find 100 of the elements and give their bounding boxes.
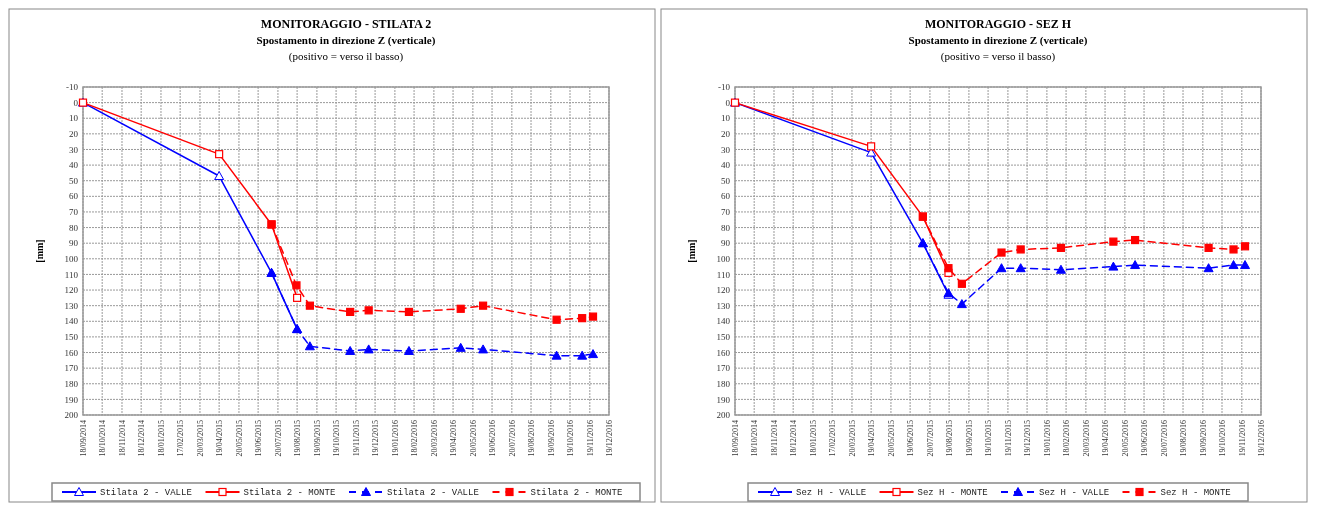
y-tick-label: 150 (64, 332, 79, 343)
x-tick-label: 20/07/2016 (507, 420, 517, 457)
y-tick-label: -10 (718, 82, 731, 93)
legend-label: Stilata 2 - VALLE (387, 488, 479, 499)
x-tick-label: 19/01/2016 (1042, 420, 1052, 457)
chart-title: MONITORAGGIO - SEZ H (924, 17, 1072, 31)
x-tick-label: 19/09/2016 (546, 420, 556, 457)
y-tick-label: 150 (716, 332, 731, 343)
y-tick-label: 200 (64, 410, 79, 421)
x-tick-label: 19/12/2016 (604, 420, 614, 457)
x-tick-label: 18/01/2015 (156, 420, 166, 457)
chart-subtitle: Spostamento in direzione Z (verticale) (256, 34, 436, 47)
x-tick-label: 19/11/2016 (585, 420, 595, 457)
x-tick-label: 18/09/2014 (78, 420, 88, 457)
x-tick-label: 19/08/2015 (292, 420, 302, 457)
text: (positivo = verso il basso) (288, 50, 404, 63)
y-tick-label: -10 (66, 82, 79, 93)
y-tick-label: 120 (64, 285, 79, 296)
x-tick-label: 19/11/2016 (1237, 420, 1247, 457)
x-tick-label: 18/02/2016 (1061, 420, 1071, 457)
y-tick-label: 40 (69, 160, 79, 171)
y-tick-label: 50 (721, 175, 731, 186)
x-tick-label: 18/01/2015 (808, 420, 818, 457)
y-tick-label: 110 (716, 269, 731, 280)
x-tick-label: 19/01/2016 (390, 420, 400, 457)
y-tick-label: 170 (64, 363, 79, 374)
x-tick-label: 19/09/2016 (1198, 420, 1208, 457)
y-tick-label: 10 (721, 113, 731, 124)
legend-label: Stilata 2 - VALLE (100, 488, 192, 499)
y-tick-label: 30 (69, 144, 79, 155)
x-tick-label: 18/11/2014 (769, 420, 779, 457)
x-tick-label: 18/02/2016 (409, 420, 419, 457)
x-tick-label: 19/10/2016 (1217, 420, 1227, 457)
y-tick-label: 70 (721, 207, 731, 218)
y-tick-label: 180 (716, 378, 731, 389)
legend-label: Sez H - VALLE (1039, 488, 1110, 499)
y-axis-title: [mm] (686, 239, 697, 263)
y-tick-label: 110 (64, 269, 79, 280)
y-tick-label: 140 (716, 316, 731, 327)
y-tick-label: 130 (716, 300, 731, 311)
y-tick-label: 90 (69, 238, 79, 249)
text: (positivo = verso il basso) (940, 50, 1056, 63)
legend-label: Sez H - VALLE (796, 488, 867, 499)
legend-label: Sez H - MONTE (917, 488, 988, 499)
x-tick-label: 19/08/2016 (1178, 420, 1188, 457)
legend-label: Stilata 2 - MONTE (243, 488, 336, 499)
y-tick-label: 130 (64, 300, 79, 311)
chart-subtitle: Spostamento in direzione Z (verticale) (908, 34, 1088, 47)
y-tick-label: 20 (69, 129, 79, 140)
x-tick-label: 19/06/2016 (1139, 420, 1149, 457)
y-tick-label: 0 (73, 97, 79, 108)
y-axis-title: [mm] (34, 239, 45, 263)
y-tick-label: 70 (69, 207, 79, 218)
y-tick-label: 100 (64, 253, 79, 264)
x-tick-label: 20/03/2016 (429, 420, 439, 457)
x-tick-label: 19/10/2015 (331, 420, 341, 457)
x-tick-label: 19/09/2015 (964, 420, 974, 457)
y-tick-label: 80 (69, 222, 79, 233)
x-tick-label: 19/06/2015 (253, 420, 263, 457)
y-tick-label: 140 (64, 316, 79, 327)
y-tick-label: 80 (721, 222, 731, 233)
legend-label: Stilata 2 - MONTE (530, 488, 623, 499)
x-tick-label: 19/06/2016 (487, 420, 497, 457)
x-tick-label: 20/05/2015 (886, 420, 896, 457)
x-tick-label: 19/11/2015 (351, 420, 361, 457)
y-tick-label: 190 (64, 394, 79, 405)
y-tick-label: 170 (716, 363, 731, 374)
x-tick-label: 19/09/2015 (312, 420, 322, 457)
x-tick-label: 19/08/2016 (526, 420, 536, 457)
y-tick-label: 100 (716, 253, 731, 264)
x-tick-label: 19/04/2015 (866, 420, 876, 457)
x-tick-label: 19/10/2015 (983, 420, 993, 457)
x-tick-label: 17/02/2015 (827, 420, 837, 457)
x-tick-label: 19/06/2015 (905, 420, 915, 457)
x-tick-label: 19/04/2016 (448, 420, 458, 457)
y-tick-label: 180 (64, 378, 79, 389)
y-tick-label: 40 (721, 160, 731, 171)
x-tick-label: 19/12/2015 (370, 420, 380, 457)
y-tick-label: 120 (716, 285, 731, 296)
x-tick-label: 19/04/2015 (214, 420, 224, 457)
x-tick-label: 19/08/2015 (944, 420, 954, 457)
y-tick-label: 160 (64, 347, 79, 358)
x-tick-label: 20/05/2015 (234, 420, 244, 457)
x-tick-label: 18/11/2014 (117, 420, 127, 457)
x-tick-label: 18/10/2014 (97, 420, 107, 457)
chart-title: MONITORAGGIO - STILATA 2 (260, 17, 432, 31)
x-tick-label: 20/07/2015 (925, 420, 935, 457)
x-tick-label: 18/10/2014 (749, 420, 759, 457)
y-tick-label: 0 (725, 97, 731, 108)
y-tick-label: 10 (69, 113, 79, 124)
y-tick-label: 90 (721, 238, 731, 249)
x-tick-label: 19/12/2016 (1256, 420, 1266, 457)
y-tick-label: 60 (721, 191, 731, 202)
x-tick-label: 19/04/2016 (1100, 420, 1110, 457)
x-tick-label: 19/12/2015 (1022, 420, 1032, 457)
x-tick-label: 20/05/2016 (468, 420, 478, 457)
x-tick-label: 18/12/2014 (136, 420, 146, 457)
y-tick-label: 160 (716, 347, 731, 358)
x-tick-label: 20/03/2015 (847, 420, 857, 457)
x-tick-label: 20/03/2015 (195, 420, 205, 457)
